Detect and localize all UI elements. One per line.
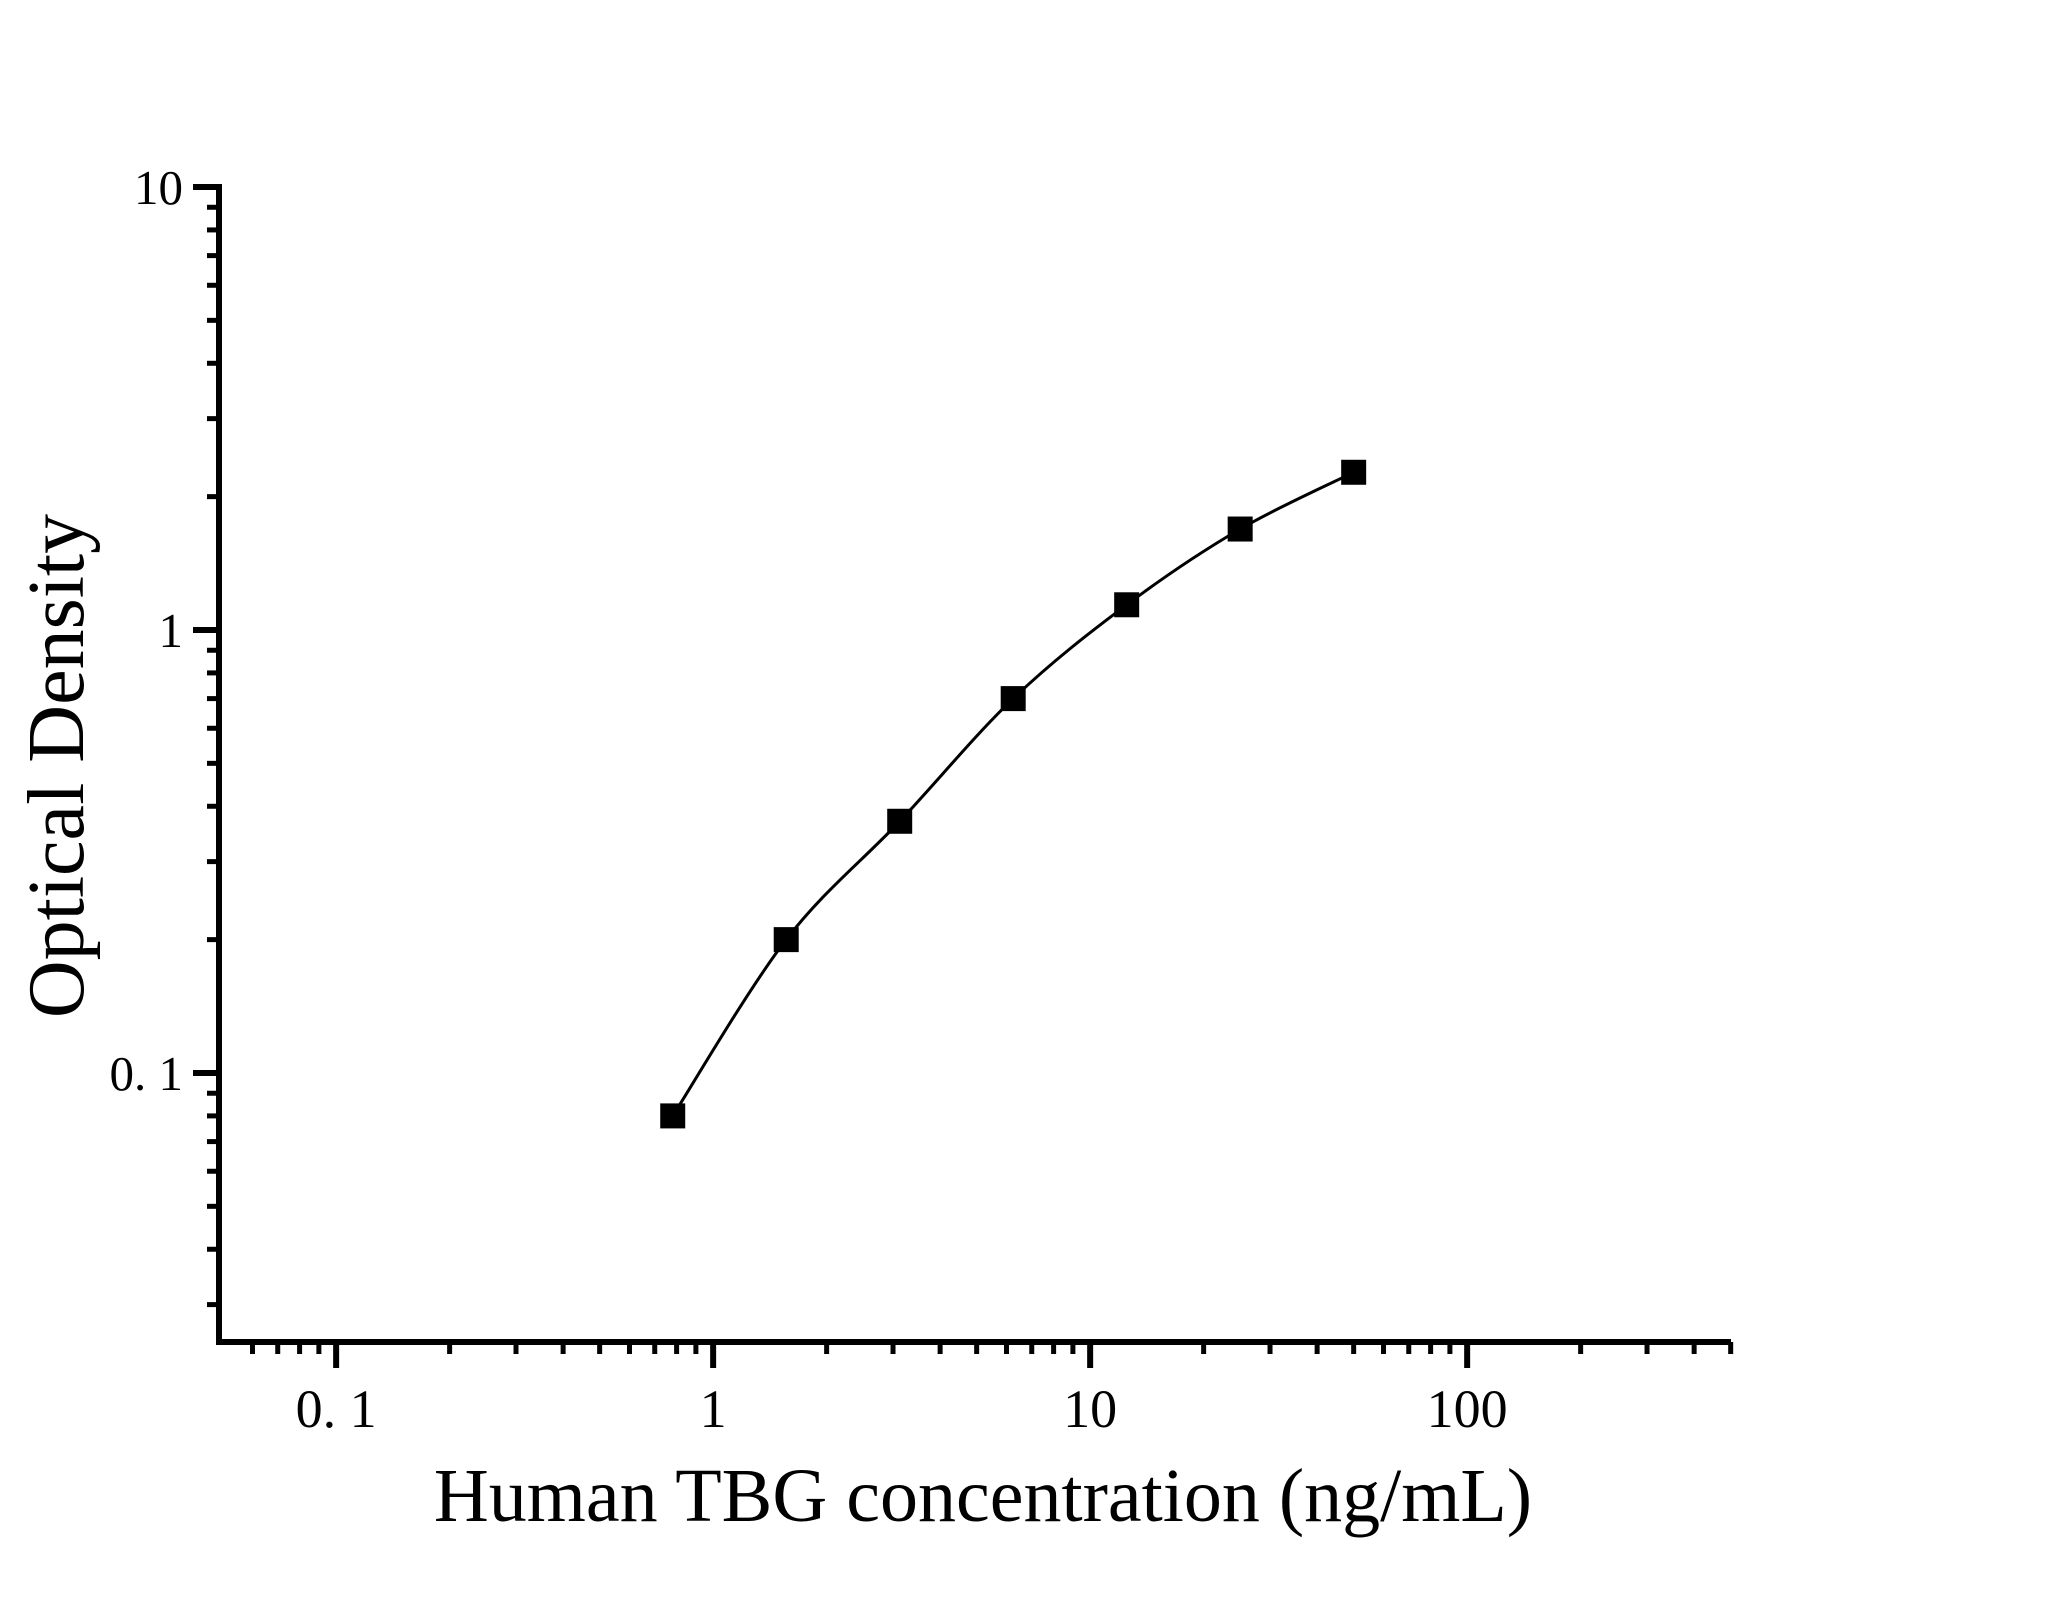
data-point-marker [1227, 516, 1253, 542]
axes-layer [193, 184, 1734, 1368]
x-tick-label: 0. 1 [296, 1379, 377, 1439]
data-point-marker [1341, 459, 1367, 485]
data-point-marker [1000, 686, 1026, 712]
x-tick-label: 100 [1427, 1379, 1508, 1439]
y-tick-label: 10 [134, 160, 183, 215]
y-axis-title: Optical Density [13, 514, 101, 1018]
tick-label-layer: 0. 1 1 10 100 10 1 0. 1 [110, 160, 1508, 1439]
data-point-marker [773, 927, 799, 953]
y-tick-label: 0. 1 [110, 1046, 184, 1101]
x-axis-title: Human TBG concentration (ng/mL) [434, 1454, 1532, 1538]
y-tick-label: 1 [159, 603, 184, 658]
data-series [660, 459, 1367, 1129]
series-curve [671, 470, 1355, 1117]
data-point-marker [887, 808, 913, 834]
x-tick-label: 1 [700, 1379, 727, 1439]
x-tick-label: 10 [1063, 1379, 1117, 1439]
data-point-marker [660, 1103, 686, 1129]
data-point-marker [1114, 592, 1140, 618]
